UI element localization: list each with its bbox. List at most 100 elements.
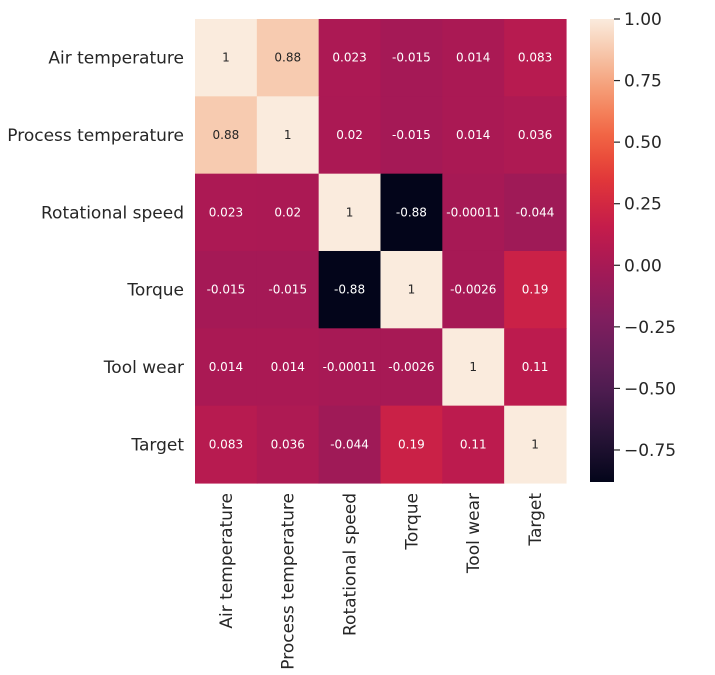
heatmap-cell-label: -0.00011 xyxy=(446,205,500,219)
heatmap-cell xyxy=(318,96,382,175)
heatmap-cell-label: 0.023 xyxy=(332,51,366,65)
colorbar-ticks: 1.00 0.75 0.50 0.25 0.00 −0.25 −0.50 −0.75 xyxy=(614,10,676,461)
heatmap-cell xyxy=(504,96,567,175)
colorbar-gradient xyxy=(590,19,614,482)
colorbar-tick-label: 0.75 xyxy=(624,72,662,92)
heatmap-cell xyxy=(256,328,320,407)
heatmap-cell-label: 0.19 xyxy=(398,437,425,451)
heatmap-cell xyxy=(318,19,382,97)
heatmap-cell-label: 1 xyxy=(531,437,539,451)
heatmap-cell-label: 0.083 xyxy=(209,437,243,451)
colorbar-tick-label: 1.00 xyxy=(624,10,662,30)
heatmap-cell xyxy=(195,96,258,175)
heatmap-cell xyxy=(195,328,258,407)
row-label: Tool wear xyxy=(103,358,184,378)
heatmap-cell xyxy=(442,19,505,97)
heatmap-cell xyxy=(195,405,258,484)
row-label: Torque xyxy=(126,281,184,301)
column-label: Process temperature xyxy=(279,493,299,670)
heatmap-cell xyxy=(256,405,320,484)
heatmap-cell-label: 1 xyxy=(469,360,477,374)
heatmap-cell-label: 0.023 xyxy=(209,205,243,219)
heatmap-cell-label: 0.88 xyxy=(274,51,301,65)
heatmap-cell-label: -0.015 xyxy=(392,128,431,142)
colorbar-tick-label: 0.25 xyxy=(624,195,662,215)
heatmap-cell-label: -0.044 xyxy=(516,205,555,219)
heatmap-cell-label: -0.015 xyxy=(207,283,246,297)
heatmap-cell xyxy=(504,328,567,407)
heatmap-cell xyxy=(256,96,320,175)
row-label: Process temperature xyxy=(7,126,184,146)
column-label: Rotational speed xyxy=(341,493,361,636)
heatmap-cell xyxy=(380,19,443,97)
heatmap-cell-label: 0.11 xyxy=(460,437,487,451)
column-labels: Air temperature Process temperature Rotati… xyxy=(217,493,546,670)
heatmap-cell-label: -0.00011 xyxy=(323,360,377,374)
heatmap-cell-label: 0.19 xyxy=(522,283,549,297)
colorbar-tick-label: −0.50 xyxy=(624,379,676,399)
heatmap-cell-label: 1 xyxy=(222,51,230,65)
heatmap-cell-labels: 1 0.88 0.023 -0.015 0.014 0.083 0.88 1 0.02 -0.01… xyxy=(207,51,555,452)
heatmap-cell-label: 1 xyxy=(408,283,416,297)
heatmap-cell xyxy=(195,19,258,97)
heatmap-cell-label: 0.014 xyxy=(456,51,490,65)
heatmap-cell xyxy=(256,250,320,329)
heatmap-cell xyxy=(318,173,382,252)
heatmap-cell-label: -0.0026 xyxy=(388,360,434,374)
heatmap-cell-label: 0.014 xyxy=(271,360,305,374)
heatmap-cell-label: 0.11 xyxy=(522,360,549,374)
heatmap-cell xyxy=(504,250,567,329)
colorbar-tick-label: −0.75 xyxy=(624,441,676,461)
heatmap-cell xyxy=(380,328,443,407)
heatmap-cell xyxy=(504,173,567,252)
colorbar-tick-label: −0.25 xyxy=(624,318,676,338)
heatmap-cell-label: 0.036 xyxy=(518,128,552,142)
heatmap-cell-label: 0.014 xyxy=(209,360,243,374)
heatmap-cell xyxy=(380,405,443,484)
heatmap-cell xyxy=(504,405,567,484)
heatmap-cell xyxy=(195,173,258,252)
heatmap-cell-label: 0.02 xyxy=(336,128,363,142)
heatmap-cell-label: -0.88 xyxy=(396,205,427,219)
heatmap-cell-label: 1 xyxy=(346,205,354,219)
heatmap-cell-label: -0.015 xyxy=(392,51,431,65)
row-labels: Air temperature Process temperature Rotati… xyxy=(7,49,184,456)
heatmap-cell-label: 0.02 xyxy=(274,205,301,219)
heatmap-cell xyxy=(504,19,567,97)
heatmap-cell xyxy=(195,250,258,329)
column-label: Air temperature xyxy=(217,493,237,629)
heatmap-cell xyxy=(380,96,443,175)
heatmap-cell-label: -0.0026 xyxy=(450,283,496,297)
row-label: Target xyxy=(130,435,184,455)
heatmap-cell-label: 1 xyxy=(284,128,292,142)
colorbar-tick-label: 0.50 xyxy=(624,133,662,153)
column-label: Tool wear xyxy=(464,493,484,574)
heatmap-cells xyxy=(195,19,567,484)
colorbar: 1.00 0.75 0.50 0.25 0.00 −0.25 −0.50 −0.75 xyxy=(590,10,676,482)
heatmap-cell-label: -0.015 xyxy=(268,283,307,297)
heatmap-cell xyxy=(256,173,320,252)
heatmap-cell xyxy=(380,173,443,252)
heatmap-cell-label: 0.036 xyxy=(271,437,305,451)
heatmap-cell-label: 0.083 xyxy=(518,51,552,65)
heatmap-cell-label: 0.014 xyxy=(456,128,490,142)
heatmap-cell xyxy=(442,328,505,407)
heatmap-cell xyxy=(318,405,382,484)
heatmap-cell xyxy=(318,250,382,329)
heatmap-cell xyxy=(256,19,320,97)
heatmap-cell xyxy=(380,250,443,329)
heatmap-cell xyxy=(442,173,505,252)
heatmap-cell xyxy=(318,328,382,407)
heatmap-cell-label: -0.044 xyxy=(330,437,369,451)
row-label: Rotational speed xyxy=(41,203,184,223)
column-label: Torque xyxy=(402,493,422,551)
heatmap-cell-label: 0.88 xyxy=(213,128,240,142)
heatmap-cell-label: -0.88 xyxy=(334,283,365,297)
colorbar-tick-label: 0.00 xyxy=(624,256,662,276)
heatmap-cell xyxy=(442,405,505,484)
column-label: Target xyxy=(526,493,546,547)
heatmap-cell xyxy=(442,250,505,329)
row-label: Air temperature xyxy=(48,49,184,69)
heatmap-cell xyxy=(442,96,505,175)
